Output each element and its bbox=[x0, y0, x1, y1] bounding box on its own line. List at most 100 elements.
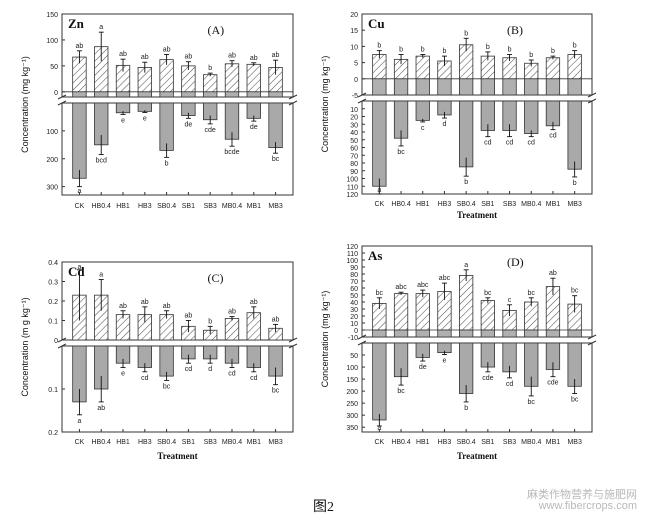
significance-label-upper: b bbox=[486, 44, 490, 51]
y-tick-label-upper: 15 bbox=[350, 28, 358, 35]
axis-break-mark bbox=[57, 343, 67, 349]
axis-break-mark bbox=[288, 337, 298, 343]
y-tick-label-upper: 120 bbox=[346, 244, 358, 251]
x-tick-label: MB0.4 bbox=[521, 201, 541, 208]
significance-label-upper: b bbox=[421, 47, 425, 54]
significance-label-lower: bc bbox=[528, 399, 536, 406]
bar-lower bbox=[567, 100, 582, 170]
significance-label-upper: bc bbox=[571, 288, 579, 295]
y-tick-label-lower: 40 bbox=[350, 130, 358, 137]
significance-label-upper: ab bbox=[141, 299, 149, 306]
significance-label-lower: de bbox=[419, 364, 427, 371]
bar-upper bbox=[203, 74, 218, 93]
plot-frame-upper bbox=[361, 13, 593, 96]
bar-upper bbox=[224, 63, 240, 93]
y-tick-label-upper: 30 bbox=[350, 307, 358, 314]
y-tick-label-lower: 110 bbox=[347, 184, 358, 191]
bar-upper-base bbox=[137, 91, 152, 98]
y-tick-label-lower: 0.2 bbox=[48, 430, 58, 437]
bar-upper bbox=[393, 293, 409, 331]
significance-label-lower: d bbox=[208, 366, 212, 373]
bar-upper bbox=[459, 274, 474, 331]
y-tick-label-upper: 10 bbox=[350, 321, 358, 328]
axis-break-mark bbox=[288, 94, 298, 100]
element-label: Cd bbox=[68, 264, 85, 279]
significance-label-lower: cd bbox=[549, 133, 557, 140]
significance-label-lower: cde bbox=[547, 380, 558, 387]
significance-label-upper: ab bbox=[228, 309, 236, 316]
y-tick-label-upper: 110 bbox=[347, 251, 358, 258]
significance-label-lower: c bbox=[421, 125, 425, 132]
significance-label-upper: a bbox=[464, 262, 468, 269]
plot-frame-lower bbox=[61, 102, 294, 196]
chart-panel-cd: 0 0.1 0.2 0.3 0.4 0.1 0.2 a a CK a ab HB0.4 ab e HB1 ab c… bbox=[20, 260, 298, 461]
chart-panel-zn: 0 50 100 150 100 200 300 ab a CK a bcd HB0.4 ab e HB1 ab… bbox=[20, 12, 298, 210]
bar-upper-base bbox=[72, 91, 87, 98]
x-tick-label: SB1 bbox=[481, 201, 494, 208]
y-tick-label-upper: -5 bbox=[352, 93, 358, 100]
significance-label-upper: b bbox=[208, 65, 212, 72]
y-tick-label-upper: 5 bbox=[354, 61, 358, 68]
bar-upper-base bbox=[502, 78, 517, 96]
x-tick-label: SB3 bbox=[204, 203, 217, 210]
x-axis-label: Treatment bbox=[457, 451, 497, 461]
bar-lower bbox=[159, 102, 174, 151]
bar-upper-base bbox=[224, 91, 240, 98]
y-tick-label-upper: 0 bbox=[54, 90, 58, 97]
watermark-line1: 麻类作物营养与施肥网 bbox=[527, 489, 637, 501]
bar-upper bbox=[246, 63, 261, 93]
y-tick-label-lower: 80 bbox=[350, 161, 358, 168]
x-tick-label: SB3 bbox=[503, 201, 516, 208]
y-tick-label-upper: 0 bbox=[54, 338, 58, 345]
significance-label-lower: e bbox=[143, 115, 147, 122]
significance-label-upper: b bbox=[551, 48, 555, 55]
bar-upper-base bbox=[524, 78, 539, 96]
y-tick-label-upper: 80 bbox=[350, 272, 358, 279]
significance-label-lower: bc bbox=[571, 397, 579, 404]
y-tick-label-lower: 200 bbox=[46, 157, 58, 164]
y-tick-label-lower: 20 bbox=[350, 115, 358, 122]
significance-label-lower: de bbox=[184, 121, 192, 128]
element-label: As bbox=[368, 248, 382, 263]
significance-label-upper: ab bbox=[250, 55, 258, 62]
significance-label-upper: ab bbox=[250, 299, 258, 306]
significance-label-lower: a bbox=[77, 418, 81, 425]
panel-label: (D) bbox=[507, 255, 524, 269]
significance-label-upper: ab bbox=[272, 316, 280, 323]
plot-frame-lower bbox=[361, 342, 593, 433]
bar-upper-base bbox=[372, 329, 387, 338]
bar-lower bbox=[372, 342, 387, 421]
x-tick-label: HB3 bbox=[438, 439, 452, 446]
y-tick-label-upper: 50 bbox=[50, 64, 58, 71]
bar-upper-base bbox=[372, 78, 387, 96]
bar-upper-base bbox=[94, 91, 109, 98]
y-tick-label-upper: 0.3 bbox=[48, 280, 58, 287]
y-tick-label-upper: -10 bbox=[348, 335, 358, 342]
bar-upper-base bbox=[502, 329, 517, 338]
y-tick-label-lower: 150 bbox=[346, 377, 358, 384]
y-tick-label-upper: 40 bbox=[350, 300, 358, 307]
y-tick-label-upper: 20 bbox=[350, 314, 358, 321]
bar-lower bbox=[372, 100, 387, 187]
significance-label-lower: e bbox=[442, 358, 446, 365]
bar-upper-base bbox=[393, 329, 409, 338]
x-tick-label: HB1 bbox=[116, 203, 130, 210]
significance-label-lower: ab bbox=[97, 405, 105, 412]
bar-upper-base bbox=[181, 91, 196, 98]
y-tick-label-upper: 150 bbox=[46, 12, 58, 19]
y-tick-label-upper: 90 bbox=[350, 265, 358, 272]
x-tick-label: MB1 bbox=[546, 201, 561, 208]
significance-label-upper: a bbox=[77, 264, 81, 271]
x-tick-label: MB0.4 bbox=[222, 203, 242, 210]
significance-label-lower: cd bbox=[528, 140, 536, 147]
significance-label-upper: b bbox=[377, 43, 381, 50]
significance-label-upper: ab bbox=[76, 43, 84, 50]
y-tick-label-lower: 60 bbox=[350, 146, 358, 153]
y-axis-label: Concentration (mg kg⁻¹) bbox=[20, 56, 30, 153]
x-tick-label: MB3 bbox=[268, 439, 283, 446]
x-tick-label: CK bbox=[75, 439, 85, 446]
x-tick-label: HB1 bbox=[416, 201, 430, 208]
y-tick-label-lower: 120 bbox=[346, 192, 358, 199]
significance-label-upper: ab bbox=[549, 270, 557, 277]
y-tick-label-lower: 50 bbox=[350, 353, 358, 360]
